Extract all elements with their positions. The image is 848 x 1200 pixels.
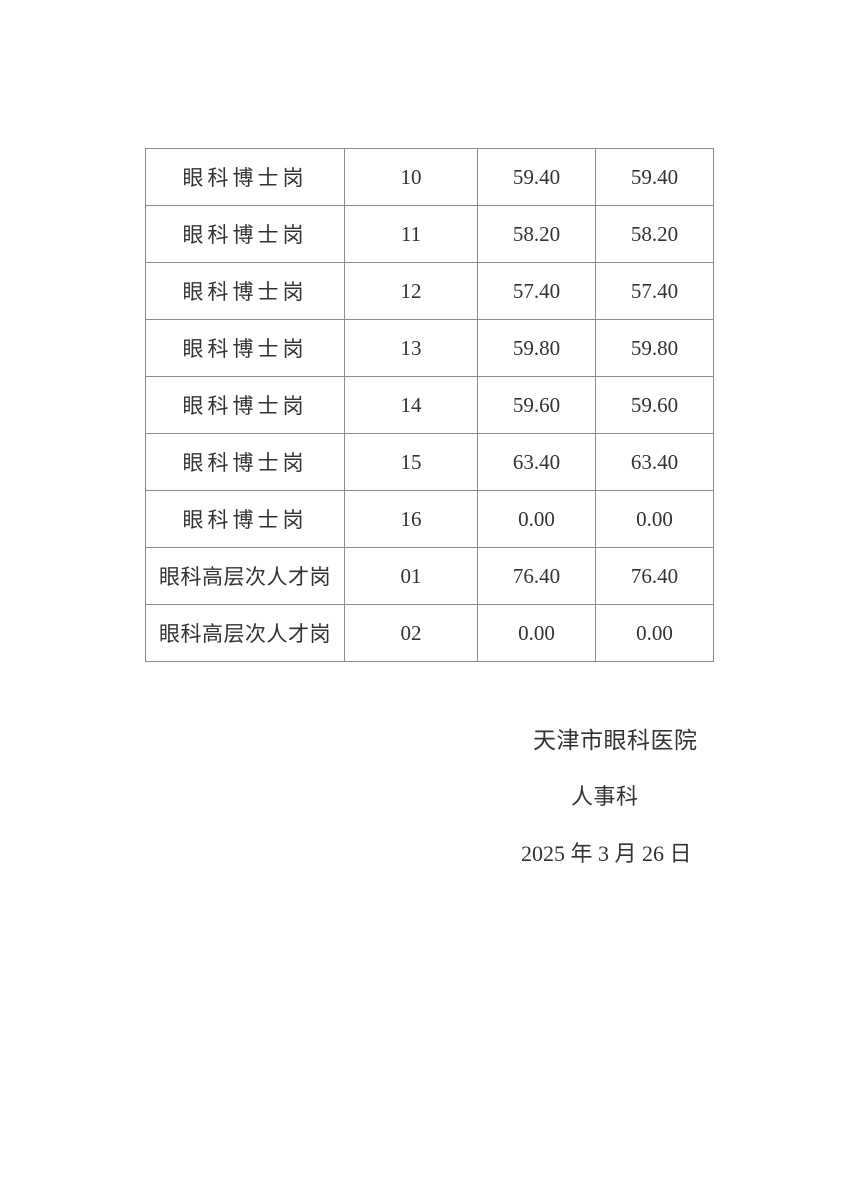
signature-organization: 天津市眼科医院 bbox=[533, 728, 698, 753]
cell-score-1: 0.00 bbox=[477, 604, 596, 662]
cell-position-code: 01 bbox=[344, 547, 478, 605]
cell-score-1: 59.40 bbox=[477, 148, 596, 206]
cell-position-code: 11 bbox=[344, 205, 478, 263]
table-row: 眼科高层次人才岗 01 76.40 76.40 bbox=[145, 547, 714, 605]
table-row: 眼科高层次人才岗 02 0.00 0.00 bbox=[145, 604, 714, 662]
signature-date: 2025 年 3 月 26 日 bbox=[521, 841, 692, 866]
cell-score-2: 63.40 bbox=[595, 433, 714, 491]
cell-score-2: 58.20 bbox=[595, 205, 714, 263]
cell-score-1: 63.40 bbox=[477, 433, 596, 491]
cell-position-code: 02 bbox=[344, 604, 478, 662]
table-row: 眼科博士岗 13 59.80 59.80 bbox=[145, 319, 714, 377]
cell-position-code: 12 bbox=[344, 262, 478, 320]
cell-position-name: 眼科博士岗 bbox=[145, 148, 345, 206]
cell-score-2: 0.00 bbox=[595, 490, 714, 548]
cell-score-2: 59.80 bbox=[595, 319, 714, 377]
cell-position-name: 眼科博士岗 bbox=[145, 205, 345, 263]
table-row: 眼科博士岗 16 0.00 0.00 bbox=[145, 490, 714, 548]
table-row: 眼科博士岗 12 57.40 57.40 bbox=[145, 262, 714, 320]
cell-position-code: 14 bbox=[344, 376, 478, 434]
cell-score-1: 59.60 bbox=[477, 376, 596, 434]
cell-score-2: 76.40 bbox=[595, 547, 714, 605]
cell-position-code: 15 bbox=[344, 433, 478, 491]
table-row: 眼科博士岗 11 58.20 58.20 bbox=[145, 205, 714, 263]
cell-score-2: 0.00 bbox=[595, 604, 714, 662]
table-row: 眼科博士岗 15 63.40 63.40 bbox=[145, 433, 714, 491]
cell-score-1: 57.40 bbox=[477, 262, 596, 320]
cell-score-1: 0.00 bbox=[477, 490, 596, 548]
cell-position-name: 眼科博士岗 bbox=[145, 262, 345, 320]
score-table: 眼科博士岗 10 59.40 59.40 眼科博士岗 11 58.20 58.2… bbox=[145, 148, 714, 662]
cell-position-code: 13 bbox=[344, 319, 478, 377]
cell-position-code: 10 bbox=[344, 148, 478, 206]
cell-score-2: 57.40 bbox=[595, 262, 714, 320]
table-row: 眼科博士岗 10 59.40 59.40 bbox=[145, 148, 714, 206]
cell-score-2: 59.40 bbox=[595, 148, 714, 206]
cell-score-2: 59.60 bbox=[595, 376, 714, 434]
cell-score-1: 59.80 bbox=[477, 319, 596, 377]
cell-position-code: 16 bbox=[344, 490, 478, 548]
cell-score-1: 58.20 bbox=[477, 205, 596, 263]
cell-position-name: 眼科博士岗 bbox=[145, 376, 345, 434]
cell-position-name: 眼科博士岗 bbox=[145, 490, 345, 548]
cell-position-name: 眼科博士岗 bbox=[145, 319, 345, 377]
cell-position-name: 眼科高层次人才岗 bbox=[145, 604, 345, 662]
cell-score-1: 76.40 bbox=[477, 547, 596, 605]
signature-department: 人事科 bbox=[571, 784, 639, 809]
table-row: 眼科博士岗 14 59.60 59.60 bbox=[145, 376, 714, 434]
cell-position-name: 眼科博士岗 bbox=[145, 433, 345, 491]
cell-position-name: 眼科高层次人才岗 bbox=[145, 547, 345, 605]
